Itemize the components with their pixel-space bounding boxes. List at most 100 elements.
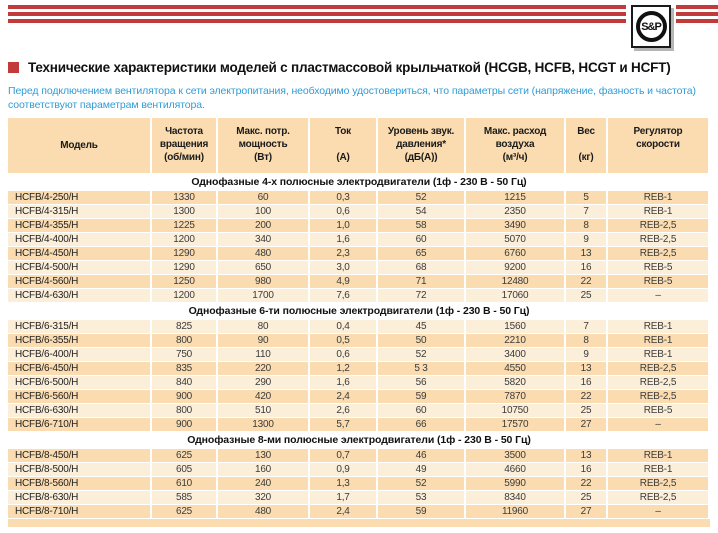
value-cell: 900 [152, 390, 216, 403]
value-cell: 22 [566, 477, 606, 490]
value-cell: REB-1 [608, 449, 708, 462]
value-cell: 750 [152, 348, 216, 361]
column-header-line: мощность [238, 139, 288, 150]
value-cell: 22 [566, 275, 606, 288]
column-header-line: Ток [335, 126, 351, 137]
column-header-line: Частота [165, 126, 203, 137]
value-cell: 11960 [466, 505, 564, 518]
value-cell: 72 [378, 289, 464, 302]
model-cell: HCFB/4-355/H [8, 219, 150, 232]
table-row: HCFB/4-400/H 1200 340 1,6 60 5070 9 REB-2,5 [8, 233, 710, 246]
value-cell: 1200 [152, 289, 216, 302]
value-cell: 52 [378, 191, 464, 204]
value-cell: 0,3 [310, 191, 376, 204]
value-cell: 1,6 [310, 376, 376, 389]
column-header-line: Регулятор [633, 126, 683, 137]
table-row: HCFB/6-710/H 900 1300 5,7 66 17570 27– [8, 418, 710, 431]
value-cell: 7870 [466, 390, 564, 403]
value-cell: 160 [218, 463, 308, 476]
value-cell: 480 [218, 505, 308, 518]
value-cell: 2,6 [310, 404, 376, 417]
value-cell: 220 [218, 362, 308, 375]
table-header-row: Модель Частота вращения (об/мин) Макс. потр.… [8, 118, 710, 173]
value-cell: 1300 [218, 418, 308, 431]
value-cell: 8 [566, 219, 606, 232]
value-cell: 59 [378, 390, 464, 403]
column-header-line: Модель [60, 140, 98, 151]
value-cell: 4550 [466, 362, 564, 375]
model-cell: HCFB/6-500/H [8, 376, 150, 389]
value-cell: 1290 [152, 247, 216, 260]
column-header-line: скорости [636, 139, 680, 150]
value-cell: 2,3 [310, 247, 376, 260]
value-cell: 100 [218, 205, 308, 218]
value-cell: 2350 [466, 205, 564, 218]
column-header-line: давления* [396, 139, 446, 150]
value-cell: 13 [566, 449, 606, 462]
column-header-line: воздуха [495, 139, 535, 150]
table-row: HCFB/4-500/H 1290 650 3,0 68 9200 16 REB-5 [8, 261, 710, 274]
model-cell: HCFB/6-630/H [8, 404, 150, 417]
red-stripe [8, 19, 718, 23]
logo-text: S&P [641, 20, 662, 33]
value-cell: 5070 [466, 233, 564, 246]
value-cell: REB-2,5 [608, 477, 708, 490]
value-cell: 6760 [466, 247, 564, 260]
table-row: HCFB/4-630/H 1200 1700 7,6 72 17060 25– [8, 289, 710, 302]
table-row: HCFB/6-560/H 900 420 2,4 59 7870 22 REB-2,5 [8, 390, 710, 403]
value-cell: 52 [378, 477, 464, 490]
value-cell: REB-2,5 [608, 491, 708, 504]
column-header-speed: Частота вращения (об/мин) [152, 118, 216, 173]
column-header-line: (дБ(А)) [404, 152, 438, 163]
value-cell: REB-1 [608, 205, 708, 218]
table-row: HCFB/4-355/H 1225 200 1,0 58 3490 8 REB-2,5 [8, 219, 710, 232]
value-cell: 420 [218, 390, 308, 403]
value-cell: 340 [218, 233, 308, 246]
section-header-0: Однофазные 4-х полюсные электродвигатели… [8, 174, 710, 190]
value-cell: 71 [378, 275, 464, 288]
value-cell: 650 [218, 261, 308, 274]
column-header-airflow: Макс. расход воздуха (м³/ч) [466, 118, 564, 173]
value-cell: 800 [152, 404, 216, 417]
value-cell: 53 [378, 491, 464, 504]
value-cell: REB-2,5 [608, 376, 708, 389]
value-cell: 290 [218, 376, 308, 389]
red-square-bullet-icon [8, 62, 19, 73]
value-cell: REB-2,5 [608, 219, 708, 232]
model-cell: HCFB/4-250/H [8, 191, 150, 204]
value-cell: 49 [378, 463, 464, 476]
table-row: HCFB/6-500/H 840 290 1,6 56 5820 16 REB-2,5 [8, 376, 710, 389]
value-cell: – [608, 505, 708, 518]
value-cell: 7 [566, 205, 606, 218]
table-row: HCFB/6-315/H 825 80 0,4 45 1560 7 REB-1 [8, 320, 710, 333]
table-row: HCFB/4-315/H 1300 100 0,6 54 2350 7 REB-1 [8, 205, 710, 218]
value-cell: 60 [378, 233, 464, 246]
value-cell: 1560 [466, 320, 564, 333]
value-cell: 4,9 [310, 275, 376, 288]
value-cell: 7,6 [310, 289, 376, 302]
value-cell: 8 [566, 334, 606, 347]
column-header-noise: Уровень звук. давления* (дБ(А)) [378, 118, 464, 173]
value-cell: 9 [566, 348, 606, 361]
value-cell: 1,7 [310, 491, 376, 504]
value-cell: 1,0 [310, 219, 376, 232]
model-cell: HCFB/4-315/H [8, 205, 150, 218]
value-cell: 2,4 [310, 390, 376, 403]
value-cell: REB-5 [608, 261, 708, 274]
model-cell: HCFB/8-500/H [8, 463, 150, 476]
value-cell: 1300 [152, 205, 216, 218]
value-cell: 5820 [466, 376, 564, 389]
table-row: HCFB/4-560/H 1250 980 4,9 71 12480 22 REB-5 [8, 275, 710, 288]
value-cell: 1,3 [310, 477, 376, 490]
value-cell: 54 [378, 205, 464, 218]
value-cell: 835 [152, 362, 216, 375]
logo-box: S&P [631, 5, 671, 48]
value-cell: 0,9 [310, 463, 376, 476]
value-cell: 605 [152, 463, 216, 476]
table-bottom-strip [8, 519, 710, 527]
title-row: Технические характеристики моделей с пла… [8, 60, 710, 75]
table-row: HCFB/8-630/H 585 320 1,7 53 8340 25 REB-2,5 [8, 491, 710, 504]
value-cell: 46 [378, 449, 464, 462]
value-cell: 5 [566, 191, 606, 204]
table-row: HCFB/8-560/H 610 240 1,3 52 5990 22 REB-2,5 [8, 477, 710, 490]
